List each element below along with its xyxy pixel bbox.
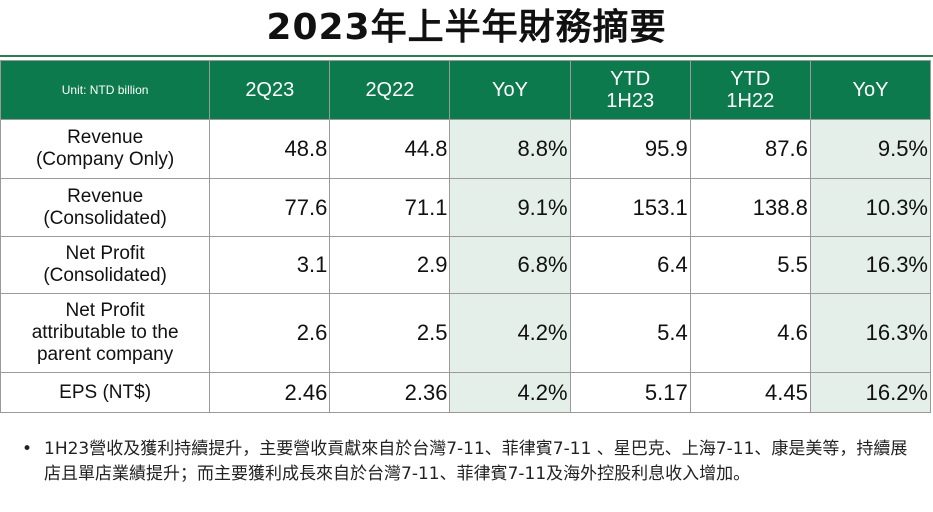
- table-row: EPS (NT$) 2.46 2.36 4.2% 5.17 4.45 16.2%: [0, 372, 932, 413]
- table-cell-yoy: 16.2%: [809, 372, 932, 413]
- table-cell: 87.6: [689, 119, 811, 179]
- table-cell: 44.8: [329, 119, 451, 179]
- column-header-2q23: 2Q23: [209, 60, 331, 120]
- summary-note: • 1H23營收及獲利持續提升，主要營收貢獻來自於台灣7-11、菲律賓7-11 …: [22, 437, 922, 487]
- table-cell: 48.8: [209, 119, 331, 179]
- table-cell: 5.17: [569, 372, 691, 413]
- bullet-icon: •: [22, 439, 33, 459]
- financial-summary-table: Unit: NTD billion 2Q23 2Q22 YoY YTD 1H23 …: [0, 60, 932, 413]
- column-header-ytd-1h23: YTD 1H23: [569, 60, 691, 120]
- table-cell: 2.36: [329, 372, 451, 413]
- table-cell: 95.9: [569, 119, 691, 179]
- table-cell-yoy: 4.2%: [449, 293, 571, 373]
- unit-label: Unit: NTD billion: [0, 60, 211, 120]
- table-cell: 4.45: [689, 372, 811, 413]
- row-label-net-profit-parent: Net Profit attributable to the parent comp…: [0, 293, 211, 373]
- table-cell: 5.4: [569, 293, 691, 373]
- table-header-row: Unit: NTD billion 2Q23 2Q22 YoY YTD 1H23 …: [0, 60, 932, 120]
- row-label-eps: EPS (NT$): [0, 372, 211, 413]
- table-cell: 5.5: [689, 236, 811, 294]
- summary-note-text: 1H23營收及獲利持續提升，主要營收貢獻來自於台灣7-11、菲律賓7-11 、星…: [44, 439, 908, 484]
- table-cell-yoy: 9.1%: [449, 178, 571, 237]
- table-cell-yoy: 8.8%: [449, 119, 571, 179]
- column-header-2q22: 2Q22: [329, 60, 451, 120]
- table-cell: 138.8: [689, 178, 811, 237]
- table-cell: 4.6: [689, 293, 811, 373]
- title-divider: [0, 55, 933, 57]
- table-cell: 6.4: [569, 236, 691, 294]
- table-row: Net Profit attributable to the parent comp…: [0, 293, 932, 373]
- table-cell: 3.1: [209, 236, 331, 294]
- table-cell: 77.6: [209, 178, 331, 237]
- table-cell: 2.6: [209, 293, 331, 373]
- table-cell: 2.5: [329, 293, 451, 373]
- table-row: Revenue (Company Only) 48.8 44.8 8.8% 95.…: [0, 119, 932, 179]
- table-row: Revenue (Consolidated) 77.6 71.1 9.1% 153…: [0, 178, 932, 237]
- table-cell-yoy: 4.2%: [449, 372, 571, 413]
- page-title: 2023年上半年財務摘要: [266, 7, 667, 48]
- row-label-revenue-consolidated: Revenue (Consolidated): [0, 178, 211, 237]
- table-cell-yoy: 10.3%: [809, 178, 932, 237]
- column-header-yoy-quarter: YoY: [449, 60, 571, 120]
- table-cell-yoy: 16.3%: [809, 293, 932, 373]
- column-header-ytd-1h22: YTD 1H22: [689, 60, 811, 120]
- table-cell: 2.9: [329, 236, 451, 294]
- table-row: Net Profit (Consolidated) 3.1 2.9 6.8% 6.…: [0, 236, 932, 294]
- table-cell: 2.46: [209, 372, 331, 413]
- column-header-yoy-ytd: YoY: [809, 60, 932, 120]
- table-cell: 153.1: [569, 178, 691, 237]
- table-cell-yoy: 16.3%: [809, 236, 932, 294]
- table-cell: 71.1: [329, 178, 451, 237]
- row-label-revenue-company-only: Revenue (Company Only): [0, 119, 211, 179]
- table-cell-yoy: 6.8%: [449, 236, 571, 294]
- row-label-net-profit-consolidated: Net Profit (Consolidated): [0, 236, 211, 294]
- table-cell-yoy: 9.5%: [809, 119, 932, 179]
